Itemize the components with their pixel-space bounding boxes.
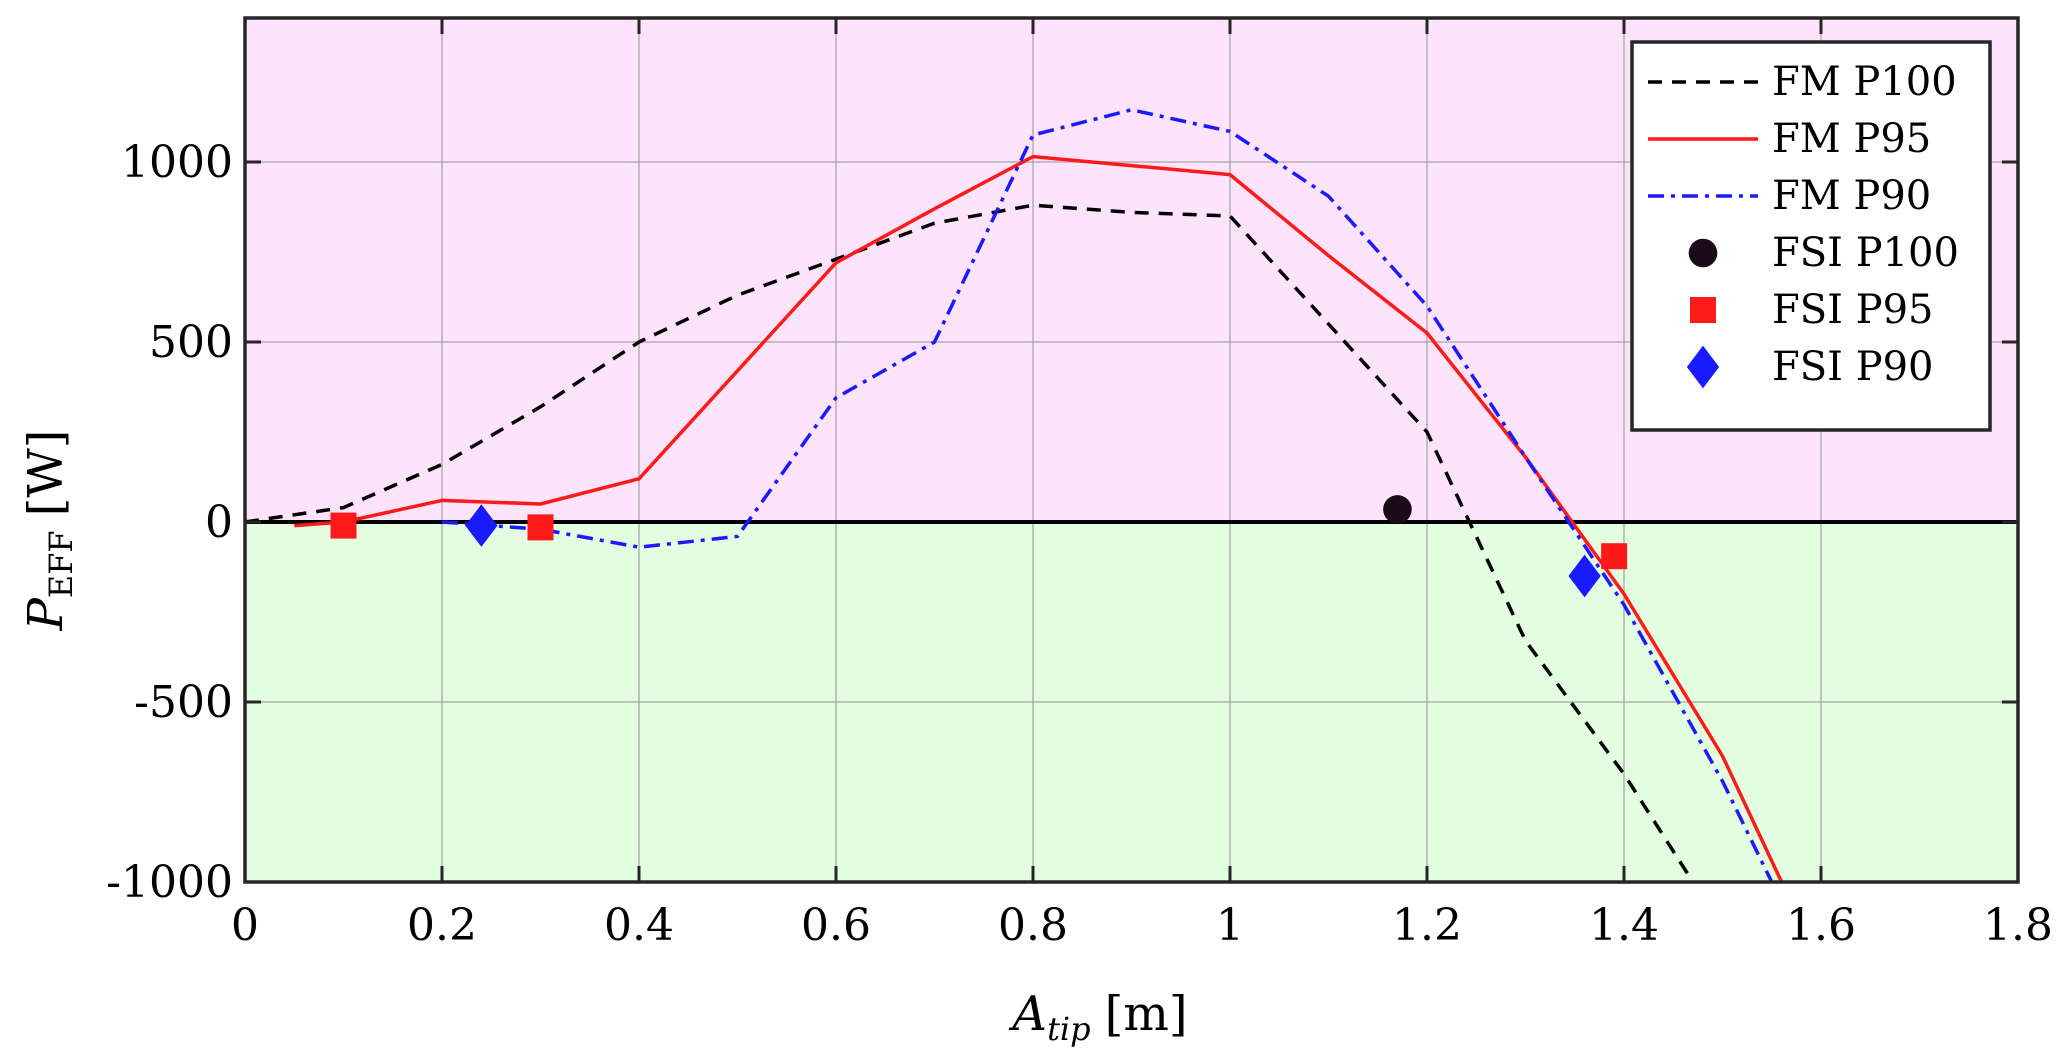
x-tick-label: 1.2 [1392, 900, 1462, 951]
legend: FM P100 FM P95 FM P90 FSI P100 FSI P95 FSI P9… [1630, 40, 1992, 432]
y-axis-label: PEFF [W] [18, 430, 80, 632]
x-axis-label-sub: tip [1047, 1010, 1091, 1048]
legend-swatch-fsi-p90 [1686, 345, 1720, 389]
legend-swatch-fsi-p95 [1690, 297, 1716, 323]
series-line-fm-p95 [294, 154, 1784, 883]
x-tick-label: 0.2 [407, 900, 477, 951]
plot-frame [243, 16, 2020, 884]
x-axis-label: Atip [m] [1008, 986, 1187, 1048]
svg-text:Atip[m]: Atip [m] [1008, 986, 1187, 1048]
x-tick-label: 0.8 [998, 900, 1068, 951]
y-tick-label: 500 [149, 317, 233, 368]
marker-fsi-p100 [1383, 495, 1412, 524]
series-line-fm-p100 [244, 203, 1695, 883]
x-tick-label: 1 [1216, 900, 1244, 951]
x-tick-label: 0.6 [801, 900, 871, 951]
legend-label-fm-p95: FM P95 [1772, 116, 1931, 162]
plot-border [243, 16, 2020, 884]
y-tick-label: -500 [134, 677, 233, 728]
x-tick-label: 0 [231, 900, 259, 951]
legend-label-fm-p100: FM P100 [1772, 59, 1957, 105]
x-tick-label: 1.8 [1983, 900, 2053, 951]
series-line-fm-p90 [441, 108, 1774, 883]
marker-fsi-p95 [1601, 543, 1628, 570]
marker-fsi-p90 [1568, 554, 1601, 598]
legend-label-fsi-p90: FSI P90 [1772, 344, 1933, 390]
y-axis-label-sub: EFF [42, 530, 80, 598]
legend-label-fsi-p95: FSI P95 [1772, 287, 1933, 333]
legend-label-fm-p90: FM P90 [1772, 173, 1931, 219]
x-tick-label: 0.4 [604, 900, 674, 951]
series [244, 108, 1784, 883]
x-axis-label-unit: [m] [1105, 986, 1188, 1042]
y-axis-label-main: P [18, 597, 74, 631]
y-axis-label-unit: [W] [18, 430, 74, 517]
legend-label-fsi-p100: FSI P100 [1772, 230, 1959, 276]
marker-fsi-p95 [527, 514, 554, 541]
marker-fsi-p90 [465, 504, 498, 547]
marker-fsi-p95 [330, 512, 357, 539]
tick-labels: 0 0.2 0.4 0.6 0.8 1 1.2 1.4 1.6 1.8 -1000 -500 0 500 1… [106, 137, 2053, 951]
x-tick-label: 1.4 [1589, 900, 1659, 951]
svg-text:PEFF[W]: PEFF [W] [18, 430, 80, 632]
x-axis-label-main: A [1008, 986, 1047, 1042]
legend-swatch-fsi-p100 [1688, 238, 1718, 268]
y-tick-label: 1000 [121, 137, 233, 188]
x-tick-label: 1.6 [1786, 900, 1856, 951]
y-tick-label: -1000 [106, 857, 233, 908]
y-tick-label: 0 [205, 497, 233, 548]
